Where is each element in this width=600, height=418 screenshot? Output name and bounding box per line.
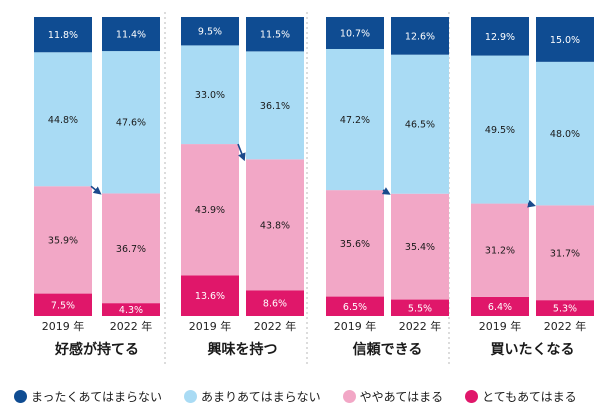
legend-swatch bbox=[342, 389, 356, 403]
bar-segment-あまりあてはまらない bbox=[102, 51, 160, 194]
legend-swatch bbox=[184, 389, 198, 403]
bar-segment-ややあてはまる bbox=[536, 205, 594, 301]
bar-segment-とてもあてはまる bbox=[102, 303, 160, 316]
year-label: 2019 年 bbox=[189, 319, 232, 333]
data-label: 36.1% bbox=[260, 101, 290, 112]
data-label: 4.3% bbox=[119, 305, 143, 316]
data-label: 11.5% bbox=[260, 30, 290, 41]
bar-segment-ややあてはまる bbox=[471, 203, 529, 297]
legend-label: まったくあてはまらない bbox=[31, 389, 163, 404]
data-label: 6.4% bbox=[488, 302, 512, 313]
data-label: 12.9% bbox=[485, 32, 515, 43]
bar-segment-とてもあてはまる bbox=[246, 290, 304, 316]
data-label: 7.5% bbox=[51, 300, 75, 311]
year-label: 2019 年 bbox=[479, 319, 522, 333]
trend-arrow bbox=[90, 185, 102, 195]
legend-label: とてもあてはまる bbox=[482, 389, 577, 404]
bar-segment-まったくあてはまらない bbox=[181, 17, 239, 46]
bar-segment-ややあてはまる bbox=[34, 186, 92, 294]
data-label: 35.9% bbox=[48, 235, 78, 246]
data-label: 47.2% bbox=[340, 115, 370, 126]
data-label: 33.0% bbox=[195, 90, 225, 101]
data-label: 31.7% bbox=[550, 248, 580, 259]
trend-arrow bbox=[237, 143, 246, 162]
year-label: 2022 年 bbox=[254, 319, 297, 333]
data-label: 13.6% bbox=[195, 291, 225, 302]
data-label: 36.7% bbox=[116, 244, 146, 255]
group-title: 興味を持つ bbox=[208, 341, 278, 358]
bar-segment-あまりあてはまらない bbox=[181, 45, 239, 145]
group-title: 好感が持てる bbox=[54, 341, 139, 358]
data-label: 8.6% bbox=[263, 299, 287, 310]
bar-segment-あまりあてはまらない bbox=[326, 48, 384, 191]
trend-arrow bbox=[527, 199, 536, 208]
data-label: 5.5% bbox=[408, 303, 432, 314]
data-label: 46.5% bbox=[405, 120, 435, 131]
bar-segment-まったくあてはまらない bbox=[102, 17, 160, 52]
legend-item: ややあてはまる bbox=[342, 388, 444, 405]
bar-segment-とてもあてはまる bbox=[471, 296, 529, 316]
bar-segment-まったくあてはまらない bbox=[246, 17, 304, 52]
bar-segment-とてもあてはまる bbox=[326, 296, 384, 316]
trend-arrow bbox=[381, 187, 391, 195]
legend-swatch bbox=[14, 389, 27, 403]
data-label: 43.8% bbox=[260, 220, 290, 231]
data-label: 35.6% bbox=[340, 239, 370, 250]
bar-segment-まったくあてはまらない bbox=[536, 17, 594, 62]
data-label: 43.9% bbox=[195, 205, 225, 216]
bar-segment-とてもあてはまる bbox=[181, 275, 239, 316]
group-title: 信頼できる bbox=[353, 341, 423, 358]
data-label: 12.6% bbox=[405, 31, 435, 42]
legend-item: あまりあてはまらない bbox=[184, 388, 321, 405]
stacked-bar-chart: 7.5% 35.9% 44.8% 11.8% 2019 年 4.3% 36.7% 47.6% 1… bbox=[34, 12, 594, 366]
data-label: 9.5% bbox=[198, 27, 222, 38]
legend-swatch bbox=[465, 389, 479, 403]
data-label: 31.2% bbox=[485, 246, 515, 257]
bar-segment-ややあてはまる bbox=[102, 193, 160, 304]
bar-segment-ややあてはまる bbox=[326, 190, 384, 297]
data-label: 44.8% bbox=[48, 115, 78, 126]
bar-segment-ややあてはまる bbox=[246, 159, 304, 291]
data-label: 6.5% bbox=[343, 302, 367, 313]
bar-segment-ややあてはまる bbox=[391, 193, 449, 300]
bar-segment-あまりあてはまらない bbox=[536, 61, 594, 206]
bar-segment-とてもあてはまる bbox=[536, 300, 594, 316]
legend-label: ややあてはまる bbox=[359, 389, 444, 404]
bar-segment-まったくあてはまらない bbox=[326, 17, 384, 49]
bar-segment-まったくあてはまらない bbox=[471, 17, 529, 56]
chart-legend: まったくあてはまらない あまりあてはまらない ややあてはまる とてもあてはまる bbox=[14, 386, 594, 406]
data-label: 11.4% bbox=[116, 30, 146, 41]
data-label: 10.7% bbox=[340, 28, 370, 39]
bar-segment-ややあてはまる bbox=[181, 144, 239, 276]
bar-segment-あまりあてはまらない bbox=[391, 54, 449, 194]
year-label: 2019 年 bbox=[42, 319, 85, 333]
data-label: 35.4% bbox=[405, 242, 435, 253]
data-label: 49.5% bbox=[485, 125, 515, 136]
bar-segment-まったくあてはまらない bbox=[34, 17, 92, 53]
legend-item: とてもあてはまる bbox=[465, 388, 577, 405]
data-label: 11.8% bbox=[48, 30, 78, 41]
year-label: 2019 年 bbox=[334, 319, 377, 333]
data-label: 5.3% bbox=[553, 304, 577, 315]
bar-segment-あまりあてはまらない bbox=[246, 51, 304, 160]
bar-segment-まったくあてはまらない bbox=[391, 17, 449, 55]
year-label: 2022 年 bbox=[110, 319, 153, 333]
data-label: 48.0% bbox=[550, 129, 580, 140]
bar-segment-あまりあてはまらない bbox=[34, 52, 92, 187]
year-label: 2022 年 bbox=[544, 319, 587, 333]
bar-segment-とてもあてはまる bbox=[34, 293, 92, 316]
bar-segment-とてもあてはまる bbox=[391, 299, 449, 316]
legend-item: まったくあてはまらない bbox=[14, 388, 162, 405]
data-label: 47.6% bbox=[116, 118, 146, 129]
group-title: 買いたくなる bbox=[491, 342, 575, 358]
data-label: 15.0% bbox=[550, 35, 580, 46]
bar-segment-あまりあてはまらない bbox=[471, 55, 529, 204]
legend-label: あまりあてはまらない bbox=[201, 389, 321, 404]
year-label: 2022 年 bbox=[399, 319, 442, 333]
